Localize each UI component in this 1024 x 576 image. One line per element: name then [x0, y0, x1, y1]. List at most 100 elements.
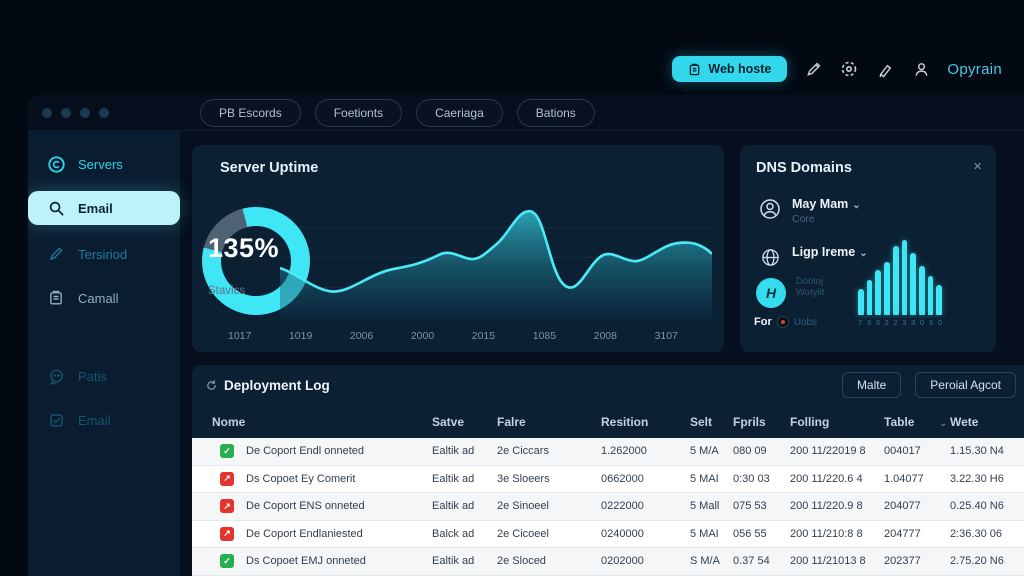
tab-2[interactable]: Foetionts — [314, 99, 403, 127]
x-tick-label: 3107 — [654, 330, 678, 342]
sidebar-item-email-5[interactable]: Email — [28, 405, 180, 435]
chevron-down-icon[interactable]: ⌄ — [859, 248, 868, 259]
sidebar-item-tersiriod-2[interactable]: Tersiriod — [28, 239, 180, 269]
table-row[interactable]: ↗ Ds Copoet Ey Comerit Ealtik ad 3e Sloeers… — [192, 466, 1024, 493]
table-row[interactable]: ✓ De Coport Endl onneted Ealtik ad 2e Cicca… — [192, 438, 1024, 466]
sidebar-item-label: Patis — [78, 368, 107, 384]
table-row[interactable]: ↗ De Coport ENS onneted Ealtik ad 2e Sinoee… — [192, 493, 1024, 521]
status-error-icon: ↗ — [220, 471, 234, 486]
log-button-peroial-agcot[interactable]: Peroial Agcot — [915, 372, 1016, 398]
cell-falre: 2e Sloced — [497, 555, 546, 568]
cell-selt: 5 MAI — [690, 527, 719, 540]
chevron-down-icon[interactable]: ⌄ — [852, 200, 861, 211]
sidebar-item-label: Tersiriod — [78, 246, 128, 262]
clipboard-icon — [46, 288, 66, 308]
cell-folling: 200 11/220.9 8 — [790, 500, 863, 513]
cell-folling: 200 11/220.6 4 — [790, 472, 863, 485]
dns-bar — [927, 276, 934, 315]
sidebar-item-camall-3[interactable]: Camall — [28, 283, 180, 313]
dns-title: DNS Domains — [756, 160, 852, 176]
dns-bar — [892, 246, 899, 315]
dns-footer-suffix: Uobs — [793, 316, 818, 328]
column-header-folling: Folling — [790, 414, 830, 429]
sidebar-item-servers-0[interactable]: Servers — [28, 149, 180, 179]
close-icon[interactable]: × — [973, 158, 982, 175]
sidebar-item-label: Servers — [78, 156, 123, 172]
dns-item-title: Ligp Ireme ⌄ — [792, 245, 868, 259]
dns-bar-label: 0 — [937, 318, 942, 327]
cell-selt: S M/A — [690, 555, 720, 568]
dns-bar — [875, 270, 882, 315]
donut-hole — [221, 226, 291, 296]
x-tick-label: 2008 — [593, 330, 617, 342]
dns-bar-label: 0 — [920, 318, 925, 327]
window-header: PB Escords Foetionts Caeriaga Bations — [28, 95, 1024, 131]
column-header-resition: Resition — [601, 414, 649, 429]
cell-fprils: 056 55 — [733, 527, 767, 540]
dns-bar — [918, 266, 925, 315]
sidebar-item-email-1[interactable]: Email — [28, 191, 180, 225]
x-tick-label: 2000 — [410, 330, 435, 342]
cell-table: 202377 — [884, 555, 921, 568]
status-error-icon: ↗ — [220, 526, 234, 541]
dns-bar — [910, 253, 916, 315]
copyright-circle-icon — [46, 154, 66, 174]
dns-domains-panel: DNS Domains × May Mam ⌄ Core Ligp Ireme ⌄ H … — [740, 145, 996, 352]
column-header-satve: Satve — [432, 414, 465, 429]
x-tick-label: 2015 — [471, 330, 496, 342]
table-row[interactable]: ✓ Ds Copoet EMJ onneted Ealtik ad 2e Sloced… — [192, 548, 1024, 576]
cell-satve: Ealtik ad — [432, 472, 475, 485]
cell-fprils: 0.37 54 — [733, 555, 770, 568]
tab-4[interactable]: Bations — [516, 99, 595, 127]
dns-item-2[interactable]: Ligp Ireme ⌄ — [758, 245, 868, 269]
row-name: Ds Copoet EMJ onneted — [246, 555, 366, 568]
dns-item-1[interactable]: May Mam ⌄ Core — [758, 197, 861, 225]
cell-resition: 0240000 — [601, 527, 644, 540]
tab-3[interactable]: Caeriaga — [416, 99, 503, 127]
cell-table: 004017 — [884, 445, 921, 458]
dns-bar — [884, 262, 890, 315]
sidebar-item-label: Camall — [78, 290, 119, 306]
dns-bar-label: 3 — [928, 318, 934, 327]
web-hoste-button[interactable]: Web hoste — [672, 56, 788, 82]
cell-satve: Ealtik ad — [432, 445, 475, 458]
uptime-value: 135% — [208, 233, 280, 263]
log-table-header: Nome Satve Falre Resition Selt Fprils Folling T… — [192, 405, 1024, 438]
cell-falre: 2e Cicoeel — [497, 527, 549, 540]
sidebar-item-patis-4[interactable]: Patis — [28, 361, 180, 391]
dns-item-title: May Mam ⌄ — [792, 197, 861, 211]
dns-bar-label: 3 — [911, 318, 916, 327]
cell-folling: 200 11/21013 8 — [790, 555, 866, 568]
cell-resition: 1.262000 — [601, 445, 647, 458]
dns-bar-label: 2 — [893, 318, 898, 327]
column-header-table[interactable]: Table ⌄ — [884, 414, 947, 429]
cell-folling: 200 11/22019 8 — [790, 445, 866, 458]
pen-clip-icon[interactable] — [875, 59, 895, 79]
log-table-body: ✓ De Coport Endl onneted Ealtik ad 2e Cicca… — [192, 438, 1024, 576]
cell-resition: 0662000 — [601, 472, 644, 485]
uptime-area-chart — [280, 197, 712, 319]
pen-icon — [46, 244, 66, 264]
brand-name[interactable]: Opyrain — [947, 60, 1002, 78]
cell-selt: 5 M/A — [690, 445, 719, 458]
top-bar: Web hoste Opyrain — [0, 0, 1024, 95]
cell-resition: 0202000 — [601, 555, 644, 568]
table-row[interactable]: ↗ De Coport Endlaniested Balck ad 2e Cicoee… — [192, 521, 1024, 548]
cell-wete: 3.22.30 H6 — [950, 472, 1004, 485]
row-name: De Coport ENS onneted — [246, 500, 365, 513]
person-icon[interactable] — [911, 59, 931, 79]
chat-icon — [46, 366, 66, 386]
user-circle-icon — [758, 197, 782, 221]
pen-icon[interactable] — [803, 59, 823, 79]
status-success-icon: ✓ — [220, 554, 234, 569]
log-button-malte[interactable]: Malte — [841, 372, 902, 398]
x-tick-label: 1085 — [532, 330, 557, 342]
dns-bar-label: 3 — [902, 318, 907, 327]
cell-wete: 0.25.40 N6 — [950, 500, 1004, 513]
gear-icon[interactable] — [839, 59, 859, 79]
column-header-selt: Selt — [690, 414, 713, 429]
column-header-fprils: Fprils — [733, 414, 766, 429]
cell-fprils: 080 09 — [733, 445, 767, 458]
tab-1[interactable]: PB Escords — [200, 99, 301, 127]
